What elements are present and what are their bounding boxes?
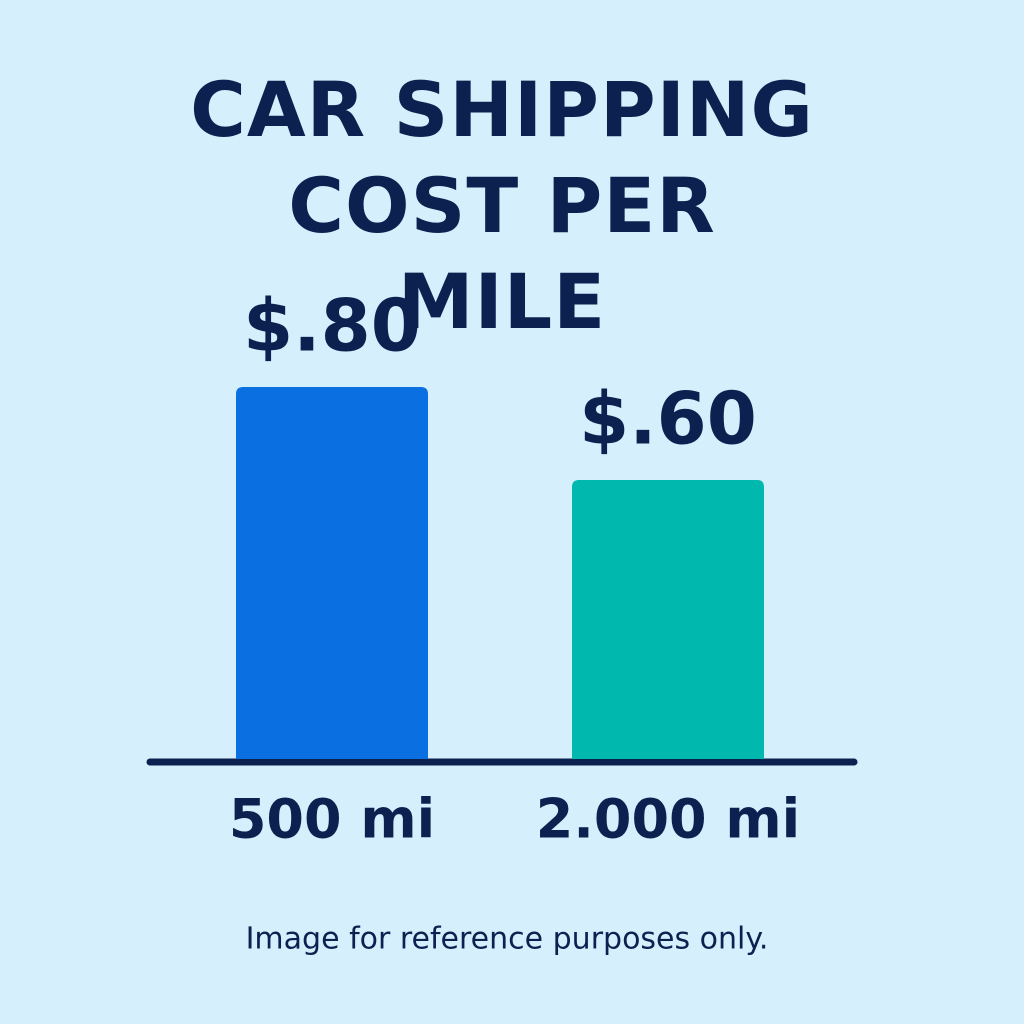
bar (572, 480, 764, 759)
x-tick-label: 500 mi (229, 788, 435, 851)
footnote: Image for reference purposes only. (246, 922, 769, 957)
value-label: $.60 (579, 377, 757, 461)
x-tick-label: 2.000 mi (536, 788, 800, 851)
chart-title: CAR SHIPPING COST PER MILE (190, 65, 814, 346)
bar (236, 387, 428, 759)
value-label: $.80 (243, 284, 421, 368)
